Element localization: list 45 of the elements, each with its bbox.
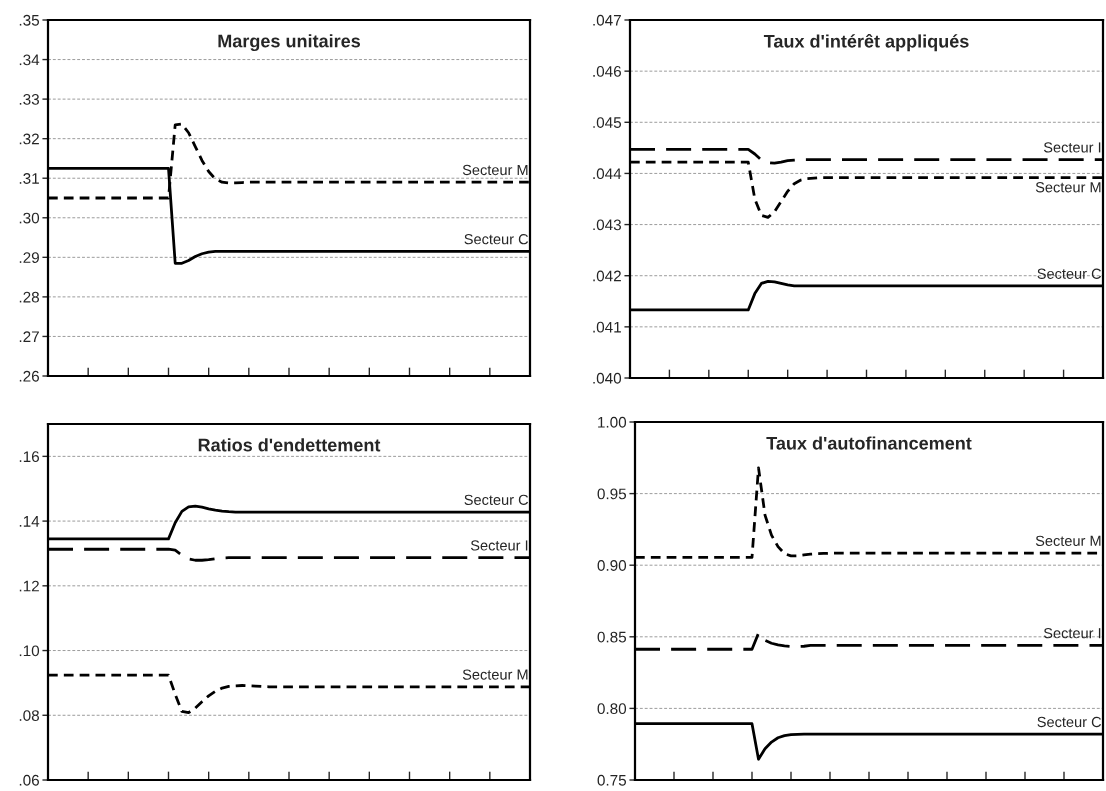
y-tick-label: .08 [19,710,39,721]
y-tick-label: .34 [19,54,40,66]
series-label: Secteur M [462,164,528,176]
y-tick-label: .040 [593,372,622,384]
text: Taux d'intérêt appliqués [763,33,969,52]
text: Ratios d'endettement [198,438,381,452]
y-tick-label: .10 [19,645,40,657]
y-tick-label: .14 [19,516,40,527]
y-tick-label: .27 [19,331,39,342]
y-tick-label: .043 [593,219,621,231]
y-tick-label: .28 [19,291,39,303]
y-tick-label: 0.95 [597,488,627,500]
y-tick-label: .33 [19,93,39,105]
y-tick-label: .16 [19,451,39,463]
y-tick-label: 0.75 [597,774,627,786]
y-tick-label: .06 [19,774,39,786]
y-tick-label: 1.00 [598,416,627,428]
series-label: Secteur I [1043,628,1101,639]
y-tick-label: .35 [19,14,40,26]
series-label: Secteur M [462,669,528,680]
y-tick-label: .26 [19,370,39,382]
series-label: Secteur C [1037,268,1102,279]
text: Taux d'autofinancement [766,436,972,450]
y-tick-label: .12 [19,580,39,592]
series-label: Secteur C [464,494,529,505]
series-label: Secteur M [1035,535,1101,546]
y-tick-label: 0.85 [597,631,627,643]
y-tick-label: 0.80 [597,703,627,715]
series-label: Secteur I [1043,142,1101,153]
y-tick-label: .042 [593,270,621,282]
series-label: Secteur M [1035,182,1101,193]
y-tick-label: .31 [19,173,39,184]
series-label: Secteur I [470,540,528,551]
text: Marges unitaires [218,34,361,52]
series-label: Secteur C [464,234,529,245]
y-tick-label: .30 [19,212,40,224]
y-tick-label: .045 [593,117,622,128]
series-label: Secteur C [1037,716,1102,728]
y-tick-label: 0.90 [597,560,627,571]
y-tick-label: .047 [593,14,621,26]
y-tick-label: .046 [593,66,621,77]
y-tick-label: .32 [19,133,39,145]
y-tick-label: .041 [593,321,621,333]
y-tick-label: .29 [19,252,39,264]
y-tick-label: .044 [593,168,622,180]
